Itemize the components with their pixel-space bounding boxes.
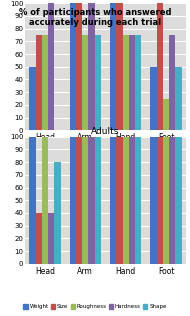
Bar [123,137,129,264]
Bar [82,137,88,264]
Bar [42,137,48,264]
Bar [116,137,123,264]
Bar [129,35,135,130]
Title: Adults: Adults [91,127,120,136]
Bar [82,35,88,130]
Bar [48,213,54,264]
Bar [175,137,182,264]
Bar [88,3,95,130]
Bar [70,137,76,264]
Bar [70,3,76,130]
Bar [116,3,123,130]
Bar [163,137,169,264]
Bar [29,137,36,264]
Bar [95,137,101,264]
Bar [163,99,169,130]
Bar [54,162,61,264]
Bar [110,137,116,264]
Bar [175,67,182,130]
Bar [169,35,175,130]
Bar [88,137,95,264]
Title: Children: Children [86,0,124,3]
Bar [48,3,54,130]
Bar [157,137,163,264]
Bar [150,67,157,130]
Bar [169,137,175,264]
Bar [76,3,82,130]
Bar [157,3,163,130]
Bar [129,137,135,264]
Bar [135,35,141,130]
Bar [42,35,48,130]
Text: % of participants who answered
accurately during each trial: % of participants who answered accuratel… [19,8,171,27]
Bar [150,137,157,264]
Legend: Weight, Size, Roughness, Hardness, Shape: Weight, Size, Roughness, Hardness, Shape [21,302,169,312]
Bar [76,137,82,264]
Bar [123,35,129,130]
Bar [36,35,42,130]
Bar [95,35,101,130]
Bar [36,213,42,264]
Bar [29,67,36,130]
Bar [135,137,141,264]
Bar [110,3,116,130]
